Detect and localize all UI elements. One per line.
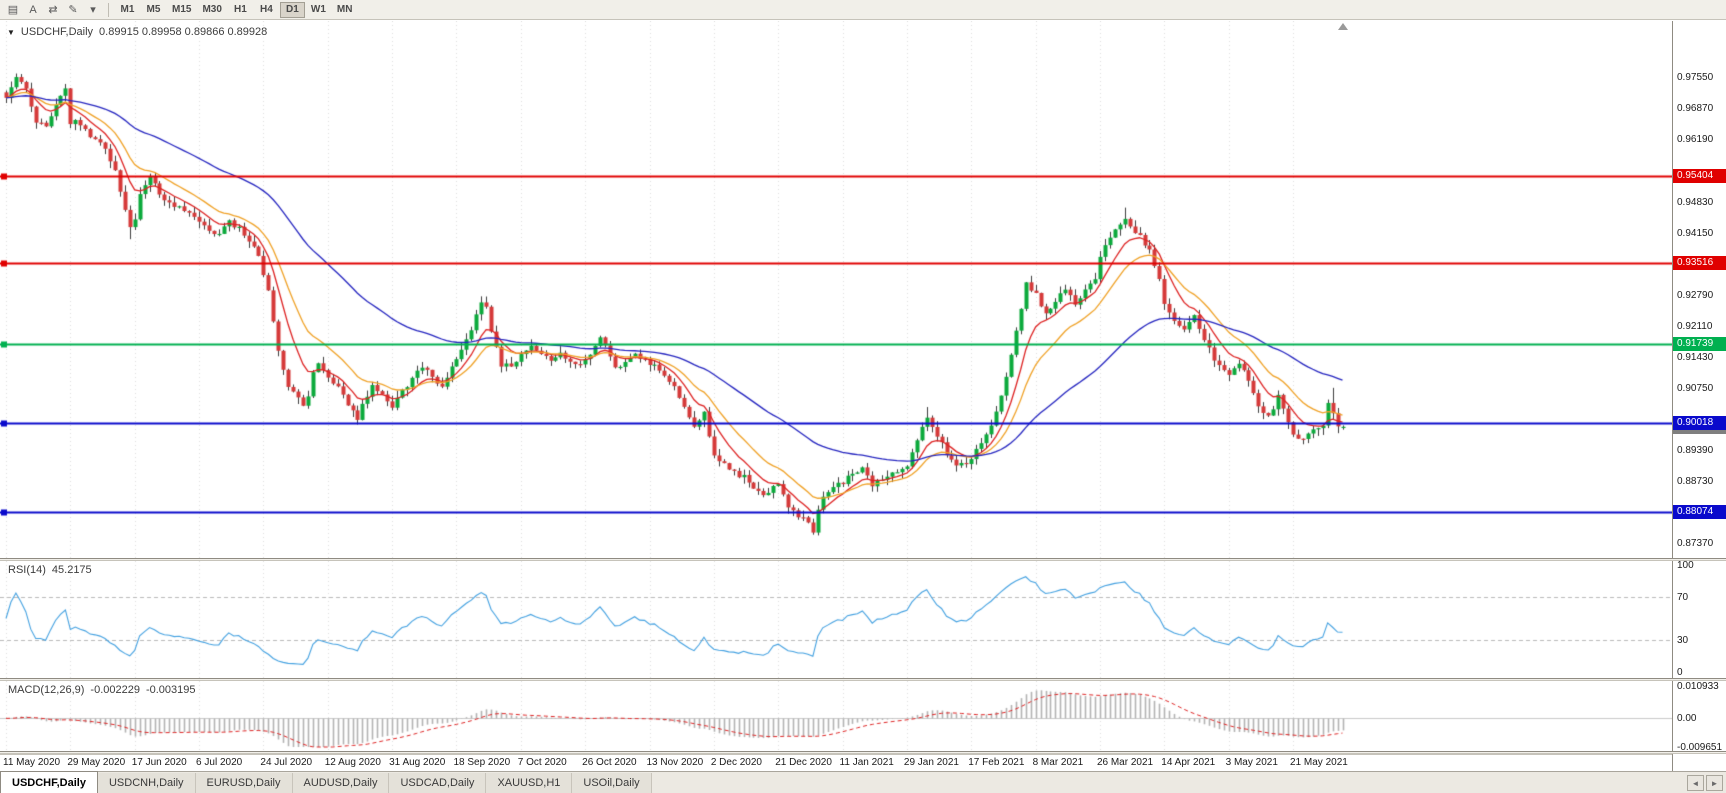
toolbar-separator xyxy=(108,2,109,17)
rsi-indicator-label: RSI(14) 45.2175 xyxy=(8,564,92,576)
chart-shift-marker[interactable] xyxy=(1338,23,1348,30)
timeframe-button-m30[interactable]: M30 xyxy=(202,4,222,15)
price-axis-label: 0.96870 xyxy=(1677,103,1714,115)
price-axis-label: 0.88730 xyxy=(1677,475,1714,487)
date-axis-label: 17 Jun 2020 xyxy=(131,757,187,768)
macd-indicator-label: MACD(12,26,9) -0.002229 -0.003195 xyxy=(8,684,196,696)
chart-tab-usdcnh[interactable]: USDCNH,Daily xyxy=(97,773,196,793)
date-axis-label: 3 May 2021 xyxy=(1225,757,1278,768)
timeframe-button-mn[interactable]: MN xyxy=(336,4,353,15)
date-axis-label: 8 Mar 2021 xyxy=(1032,757,1084,768)
chart-window: ▼ USDCHF,Daily 0.89915 0.89958 0.89866 0… xyxy=(0,21,1726,771)
chart-tab-usdcad[interactable]: USDCAD,Daily xyxy=(389,773,487,793)
tabs-scroll-buttons: ◄ ► xyxy=(1687,775,1723,791)
price-axis-label: 0.92110 xyxy=(1677,321,1713,332)
chart-header: ▼ USDCHF,Daily 0.89915 0.89958 0.89866 0… xyxy=(7,26,268,38)
chart-tab-usoil[interactable]: USOil,Daily xyxy=(572,773,652,793)
date-axis-label: 11 Jan 2021 xyxy=(839,757,894,768)
macd-signal-value: -0.003195 xyxy=(145,684,196,696)
price-axis-label: 0.90750 xyxy=(1677,383,1714,395)
price-axis-label: 0.92790 xyxy=(1677,289,1714,301)
price-axis-label: 0.89390 xyxy=(1677,445,1714,457)
rsi-macd-splitter[interactable] xyxy=(0,678,1726,681)
price-axis-label: 0.96190 xyxy=(1677,134,1714,146)
date-axis-label: 17 Feb 2021 xyxy=(968,757,1025,768)
timeframe-button-m5[interactable]: M5 xyxy=(146,4,161,15)
chart-tab-audusd[interactable]: AUDUSD,Daily xyxy=(292,773,390,793)
ohlc-readout: 0.89915 0.89958 0.89866 0.89928 xyxy=(99,26,268,38)
macd-name: MACD(12,26,9) xyxy=(8,684,85,696)
date-axis-label: 21 Dec 2020 xyxy=(775,757,832,768)
macd-panel-canvas[interactable] xyxy=(0,681,1672,752)
price-axis-label: 0.94830 xyxy=(1677,196,1714,208)
rsi-name: RSI(14) xyxy=(8,564,46,576)
tabs-scroll-left-button[interactable]: ◄ xyxy=(1687,775,1704,791)
date-axis-label: 26 Mar 2021 xyxy=(1096,757,1154,768)
date-axis-label: 13 Nov 2020 xyxy=(646,757,704,768)
date-axis-label: 12 Aug 2020 xyxy=(324,757,381,768)
draw-tools-caret-icon[interactable]: ▾ xyxy=(90,4,96,16)
chart-tab-eurusd[interactable]: EURUSD,Daily xyxy=(195,773,293,793)
rsi-axis-label: 100 xyxy=(1677,560,1694,571)
chevron-down-icon[interactable]: ▼ xyxy=(7,27,15,37)
date-axis-label: 24 Jul 2020 xyxy=(260,757,313,768)
price-chart-canvas[interactable] xyxy=(0,21,1672,558)
draw-tools-icon[interactable]: ✎ xyxy=(68,4,78,16)
time-axis[interactable]: 11 May 2020 29 May 2020 17 Jun 2020 6 Jul 2… xyxy=(0,754,1672,771)
rsi-axis-label: 30 xyxy=(1677,634,1689,646)
symbol-period-label: USDCHF,Daily xyxy=(20,26,94,38)
hline-price-label: 0.95404 xyxy=(1673,169,1726,184)
date-axis-label: 18 Sep 2020 xyxy=(453,757,511,768)
date-axis-label: 6 Jul 2020 xyxy=(196,757,243,768)
timeframe-button-m15[interactable]: M15 xyxy=(172,4,192,15)
price-axis-label: 0.97550 xyxy=(1677,72,1714,84)
hline-price-label: 0.90018 xyxy=(1673,415,1726,430)
date-axis-label: 7 Oct 2020 xyxy=(517,757,567,768)
date-axis-label: 31 Aug 2020 xyxy=(389,757,446,768)
rsi-value: 45.2175 xyxy=(51,564,92,576)
macd-axis-label: 0.00 xyxy=(1677,713,1697,725)
chart-tabs-bar: USDCHF,Daily USDCNH,Daily EURUSD,Daily AUDU… xyxy=(0,771,1726,793)
date-axis-label: 14 Apr 2021 xyxy=(1161,757,1216,768)
timeframe-button-h1[interactable]: H1 xyxy=(234,4,247,15)
price-axis-label: 0.94150 xyxy=(1677,227,1714,239)
macd-time-splitter[interactable] xyxy=(0,751,1726,754)
macd-main-value: -0.002229 xyxy=(90,684,140,696)
timeframe-button-h4[interactable]: H4 xyxy=(260,4,273,15)
date-axis-label: 2 Dec 2020 xyxy=(710,757,762,768)
chart-tab-usdchf[interactable]: USDCHF,Daily xyxy=(0,771,98,793)
timeframe-button-d1[interactable]: D1 xyxy=(279,1,305,18)
macd-axis-label: 0.010933 xyxy=(1677,681,1719,692)
date-axis-label: 29 Jan 2021 xyxy=(903,757,959,768)
date-axis-label: 11 May 2020 xyxy=(3,757,61,768)
main-rsi-splitter[interactable] xyxy=(0,558,1726,561)
macd-axis-label: -0.009651 xyxy=(1677,742,1723,753)
price-axis-label: 0.87370 xyxy=(1677,537,1714,549)
price-axis-separator xyxy=(1672,21,1673,771)
date-axis-label: 21 May 2021 xyxy=(1290,757,1348,768)
date-axis-label: 26 Oct 2020 xyxy=(582,757,637,768)
rsi-axis-label: 0 xyxy=(1677,667,1683,678)
price-axis-label: 0.91430 xyxy=(1677,352,1714,364)
timeframe-toolbar: M1 M5 M15 M30 H1 H4 D1 W1 MN xyxy=(115,1,357,18)
hline-price-label: 0.93516 xyxy=(1673,255,1726,270)
chart-tabs: USDCHF,Daily USDCNH,Daily EURUSD,Daily AUDU… xyxy=(0,771,652,793)
rsi-panel-canvas[interactable] xyxy=(0,561,1672,678)
hline-price-label: 0.88074 xyxy=(1673,504,1726,519)
scroll-tool-icon[interactable]: ⇄ xyxy=(48,4,58,16)
cursor-tool-icon[interactable]: A xyxy=(29,3,37,16)
date-axis-label: 29 May 2020 xyxy=(67,757,126,768)
rsi-axis-label: 70 xyxy=(1677,592,1689,604)
toolbar-icons: ▤ A ⇄ ✎ ▾ xyxy=(4,2,102,18)
timeframe-button-w1[interactable]: W1 xyxy=(310,4,326,15)
chart-tab-xauusd[interactable]: XAUUSD,H1 xyxy=(486,773,573,793)
toolbar: ▤ A ⇄ ✎ ▾ M1 M5 M15 M30 H1 H4 D1 W1 MN xyxy=(0,0,1726,20)
chart-window-icon[interactable]: ▤ xyxy=(7,4,19,16)
tabs-scroll-right-button[interactable]: ► xyxy=(1706,775,1723,791)
timeframe-button-m1[interactable]: M1 xyxy=(120,4,135,15)
hline-price-label: 0.91739 xyxy=(1673,336,1726,351)
